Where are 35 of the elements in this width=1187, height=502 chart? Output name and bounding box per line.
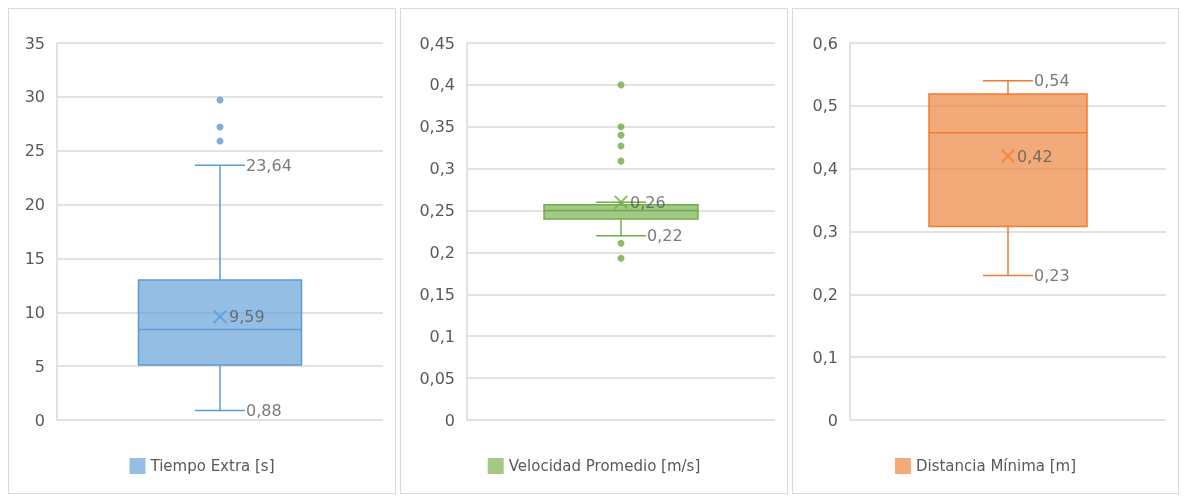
annotation: 0,88: [246, 401, 282, 421]
annotation: 9,59: [229, 307, 265, 327]
annotation: 0,23: [1034, 265, 1070, 285]
y-tick-label: 0: [827, 410, 838, 430]
y-tick-label: 5: [34, 356, 45, 376]
y-tick-label: 20: [24, 195, 45, 215]
y-tick-label: 0,2: [812, 284, 838, 304]
y-tick-label: 0,45: [419, 33, 455, 53]
y-tick-label: 0: [444, 410, 455, 430]
y-tick-label: 0,3: [429, 159, 455, 179]
y-tick-label: 0,1: [429, 326, 455, 346]
y-tick-label: 15: [24, 248, 45, 268]
legend-label: Velocidad Promedio [m/s]: [508, 457, 701, 475]
annotation: 0,22: [647, 226, 683, 246]
y-tick-label: 0,05: [419, 368, 455, 388]
annotation: 0,42: [1017, 146, 1053, 166]
y-tick-label: 0,2: [429, 242, 455, 262]
annotation: 0,54: [1034, 71, 1070, 91]
y-tick-label: 0,1: [812, 347, 838, 367]
y-tick-label: 0,6: [812, 33, 838, 53]
y-tick-label: 0: [34, 410, 45, 430]
y-tick-label: 0,35: [419, 117, 455, 137]
legend-label: Distancia Mínima [m]: [915, 457, 1077, 475]
y-tick-label: 35: [24, 33, 45, 53]
y-tick-label: 0,3: [812, 222, 838, 241]
legend-label: Tiempo Extra [s]: [149, 457, 275, 475]
annotation: 23,64: [246, 155, 292, 175]
y-tick-label: 0,4: [812, 159, 838, 179]
y-tick-label: 30: [24, 87, 45, 107]
y-tick-label: 0,25: [419, 201, 455, 221]
y-tick-label: 25: [24, 141, 45, 161]
y-tick-label: 0,4: [429, 75, 455, 95]
y-tick-label: 0,15: [419, 284, 455, 304]
y-tick-label: 10: [24, 302, 45, 322]
y-tick-label: 0,5: [812, 96, 838, 116]
